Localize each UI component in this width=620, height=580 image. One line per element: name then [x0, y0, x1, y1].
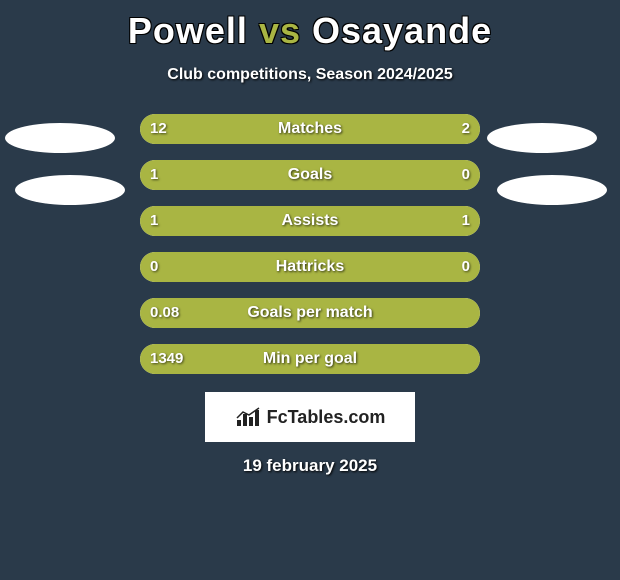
subtitle: Club competitions, Season 2024/2025 [0, 66, 620, 84]
bar-left [140, 114, 405, 144]
date: 19 february 2025 [0, 456, 620, 476]
stat-row: 0.08Goals per match [0, 298, 620, 328]
stat-rows: 122Matches10Goals11Assists00Hattricks0.0… [0, 114, 620, 374]
title-player1: Powell [128, 10, 248, 51]
bar-left [140, 298, 480, 328]
title: Powell vs Osayande [0, 0, 620, 52]
value-left: 1349 [150, 344, 183, 374]
fctables-icon [235, 406, 261, 428]
bar-left [140, 252, 310, 282]
bar-left [140, 206, 310, 236]
bar-area [140, 298, 480, 328]
value-right: 0 [462, 252, 470, 282]
logo-text: FcTables.com [267, 407, 386, 428]
value-left: 12 [150, 114, 167, 144]
stat-row: 11Assists [0, 206, 620, 236]
value-right: 0 [462, 160, 470, 190]
team-badge-placeholder [15, 175, 125, 205]
bar-area [140, 206, 480, 236]
bar-area [140, 114, 480, 144]
title-vs: vs [259, 10, 301, 51]
stat-row: 00Hattricks [0, 252, 620, 282]
bar-right [310, 252, 480, 282]
stat-row: 1349Min per goal [0, 344, 620, 374]
team-badge-placeholder [497, 175, 607, 205]
value-right: 1 [462, 206, 470, 236]
value-left: 1 [150, 160, 158, 190]
value-right: 2 [462, 114, 470, 144]
team-badge-placeholder [5, 123, 115, 153]
value-left: 0.08 [150, 298, 179, 328]
team-badge-placeholder [487, 123, 597, 153]
bar-right [310, 206, 480, 236]
title-player2: Osayande [312, 10, 492, 51]
bar-area [140, 344, 480, 374]
value-left: 0 [150, 252, 158, 282]
bar-left [140, 344, 480, 374]
comparison-card: Powell vs Osayande Club competitions, Se… [0, 0, 620, 580]
bar-area [140, 252, 480, 282]
logo-box: FcTables.com [205, 392, 415, 442]
bar-area [140, 160, 480, 190]
bar-left [140, 160, 480, 190]
value-left: 1 [150, 206, 158, 236]
